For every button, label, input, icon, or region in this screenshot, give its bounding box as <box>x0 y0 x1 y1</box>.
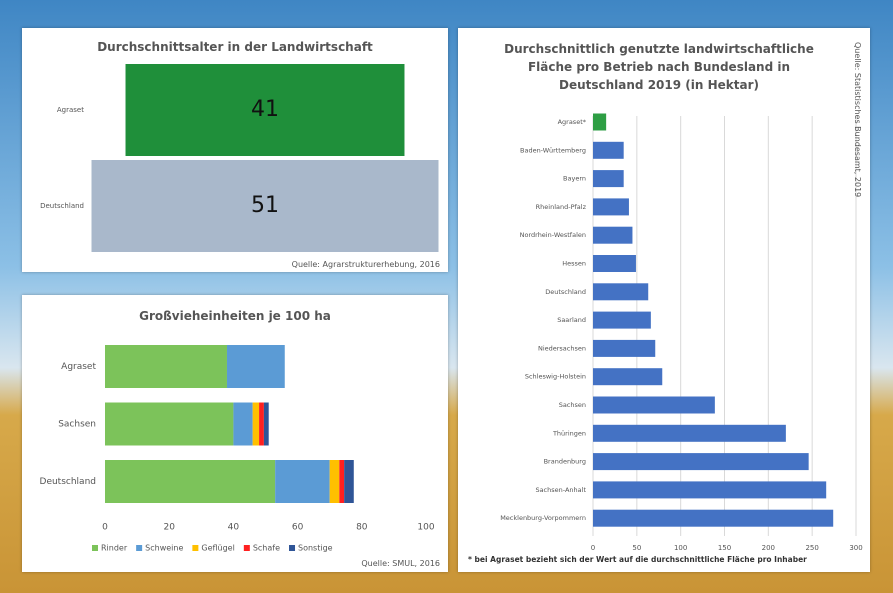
page: 41 Agraset 51 Deutschland Durchschnittsalte… <box>0 0 893 593</box>
bar-segment <box>264 403 269 446</box>
source: Quelle: Statistisches Bundesamt, 2019 <box>853 42 862 197</box>
panel-livestock: 0 20 40 60 80 100 Agraset Sachsen Deutschland Rin… <box>22 295 448 572</box>
bar <box>593 255 636 272</box>
category-label: Niedersachsen <box>538 344 586 352</box>
x-tick-label: 80 <box>356 523 368 533</box>
bar <box>593 312 651 329</box>
category-label: Rheinland-Pfalz <box>536 203 587 211</box>
category-label: Agraset* <box>558 118 587 126</box>
bar-segment <box>253 403 259 446</box>
source: Quelle: SMUL, 2016 <box>361 559 440 568</box>
panel-age: 41 Agraset 51 Deutschland Durchschnittsalte… <box>22 28 448 272</box>
legend-label: Sonstige <box>298 544 333 553</box>
category-label: Sachsen-Anhalt <box>535 486 586 494</box>
category-label: Deutschland <box>40 477 96 487</box>
bar <box>593 340 655 357</box>
category-label: Saarland <box>557 316 586 324</box>
category-label: Brandenburg <box>544 458 586 466</box>
x-tick-label: 20 <box>163 523 175 533</box>
legend-label: Geflügel <box>201 544 234 553</box>
chart: 0 20 40 60 80 100 Agraset Sachsen Deutschland Rin… <box>22 295 448 572</box>
bar-segment <box>339 460 344 503</box>
legend-label: Schafe <box>253 544 280 553</box>
bar <box>593 425 786 442</box>
bar-segment <box>344 460 354 503</box>
category-label: Agraset <box>61 362 96 372</box>
x-tick-label: 60 <box>292 523 304 533</box>
legend-swatch <box>192 545 198 551</box>
category-label: Bayern <box>563 175 586 183</box>
chart: 0 50 100 150 200 250 300 Agraset* Baden-Württemb… <box>458 28 870 572</box>
category-label: Agraset <box>57 106 84 114</box>
category-label: Deutschland <box>545 288 586 296</box>
category-label: Mecklenburg-Vorpommern <box>500 514 586 522</box>
bar-segment <box>105 403 233 446</box>
legend-swatch <box>136 545 142 551</box>
bar <box>593 198 629 215</box>
bar <box>593 227 632 244</box>
category-label: Nordrhein-Westfalen <box>520 231 586 239</box>
bar <box>593 510 833 527</box>
x-tick-label: 100 <box>417 523 434 533</box>
category-label: Hessen <box>562 260 586 268</box>
category-label: Baden-Württemberg <box>520 146 586 154</box>
x-tick-label: 250 <box>805 544 818 552</box>
bar-segment <box>105 345 227 388</box>
bar-segment <box>105 460 275 503</box>
bar <box>593 481 826 498</box>
bar <box>593 368 662 385</box>
category-label: Deutschland <box>40 202 84 210</box>
bar <box>593 114 606 131</box>
footnote: * bei Agraset bezieht sich der Wert auf … <box>468 555 807 564</box>
bar-segment <box>275 460 330 503</box>
bar <box>593 142 624 159</box>
x-tick-label: 40 <box>228 523 240 533</box>
x-tick-label: 200 <box>762 544 775 552</box>
x-tick-label: 0 <box>102 523 108 533</box>
bar-segment <box>259 403 264 446</box>
chart-title: Durchschnittlich genutzte landwirtschaft… <box>498 40 820 94</box>
legend-label: Schweine <box>145 544 183 553</box>
legend-label: Rinder <box>101 544 128 553</box>
bar-segment <box>227 345 285 388</box>
category-label: Sachsen <box>559 401 586 409</box>
bar <box>593 170 624 187</box>
bar <box>593 283 648 300</box>
chart-title: Großvieheinheiten je 100 ha <box>22 309 448 323</box>
bar <box>593 453 809 470</box>
chart-title: Durchschnittsalter in der Landwirtschaft <box>22 40 448 54</box>
x-tick-label: 300 <box>849 544 862 552</box>
legend-swatch <box>244 545 250 551</box>
legend-swatch <box>289 545 295 551</box>
x-tick-label: 100 <box>674 544 687 552</box>
value-label: 51 <box>251 193 279 218</box>
chart: 41 Agraset 51 Deutschland <box>22 28 448 272</box>
bar-segment <box>330 460 340 503</box>
bar <box>593 397 715 414</box>
category-label: Thüringen <box>552 429 586 437</box>
category-label: Schleswig-Holstein <box>525 373 586 381</box>
value-label: 41 <box>251 97 279 122</box>
x-tick-label: 50 <box>632 544 641 552</box>
bar-segment <box>233 403 252 446</box>
x-tick-label: 0 <box>591 544 595 552</box>
x-tick-label: 150 <box>718 544 731 552</box>
panel-area: 0 50 100 150 200 250 300 Agraset* Baden-Württemb… <box>458 28 870 572</box>
legend-swatch <box>92 545 98 551</box>
category-label: Sachsen <box>58 420 96 430</box>
source: Quelle: Agrarstrukturerhebung, 2016 <box>292 260 440 269</box>
